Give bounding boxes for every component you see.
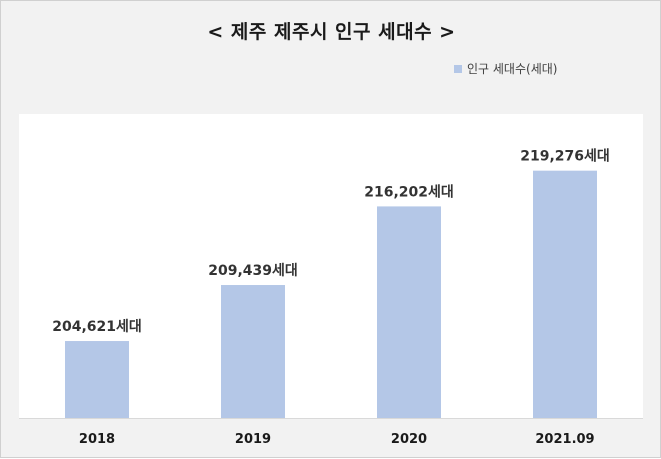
bar-2019 bbox=[221, 285, 285, 418]
chart-legend: 인구 세대수(세대) bbox=[454, 60, 557, 77]
legend-label: 인구 세대수(세대) bbox=[467, 62, 558, 76]
chart-title: < 제주 제주시 인구 세대수 > bbox=[207, 21, 456, 43]
data-label-2020: 216,202세대 bbox=[364, 184, 454, 200]
data-label-2021.09: 219,276세대 bbox=[520, 149, 610, 165]
bar-2020 bbox=[377, 206, 441, 418]
x-tick-label-2020: 2020 bbox=[391, 432, 427, 447]
x-tick-label-2018: 2018 bbox=[79, 432, 115, 447]
bar-2018 bbox=[65, 341, 129, 418]
data-label-2018: 204,621세대 bbox=[52, 319, 142, 335]
legend-swatch bbox=[454, 64, 462, 73]
x-tick-label-2019: 2019 bbox=[235, 432, 271, 447]
bar-2021.09 bbox=[533, 170, 597, 418]
data-label-2019: 209,439세대 bbox=[208, 263, 298, 279]
x-tick-label-2021.09: 2021.09 bbox=[535, 432, 594, 447]
